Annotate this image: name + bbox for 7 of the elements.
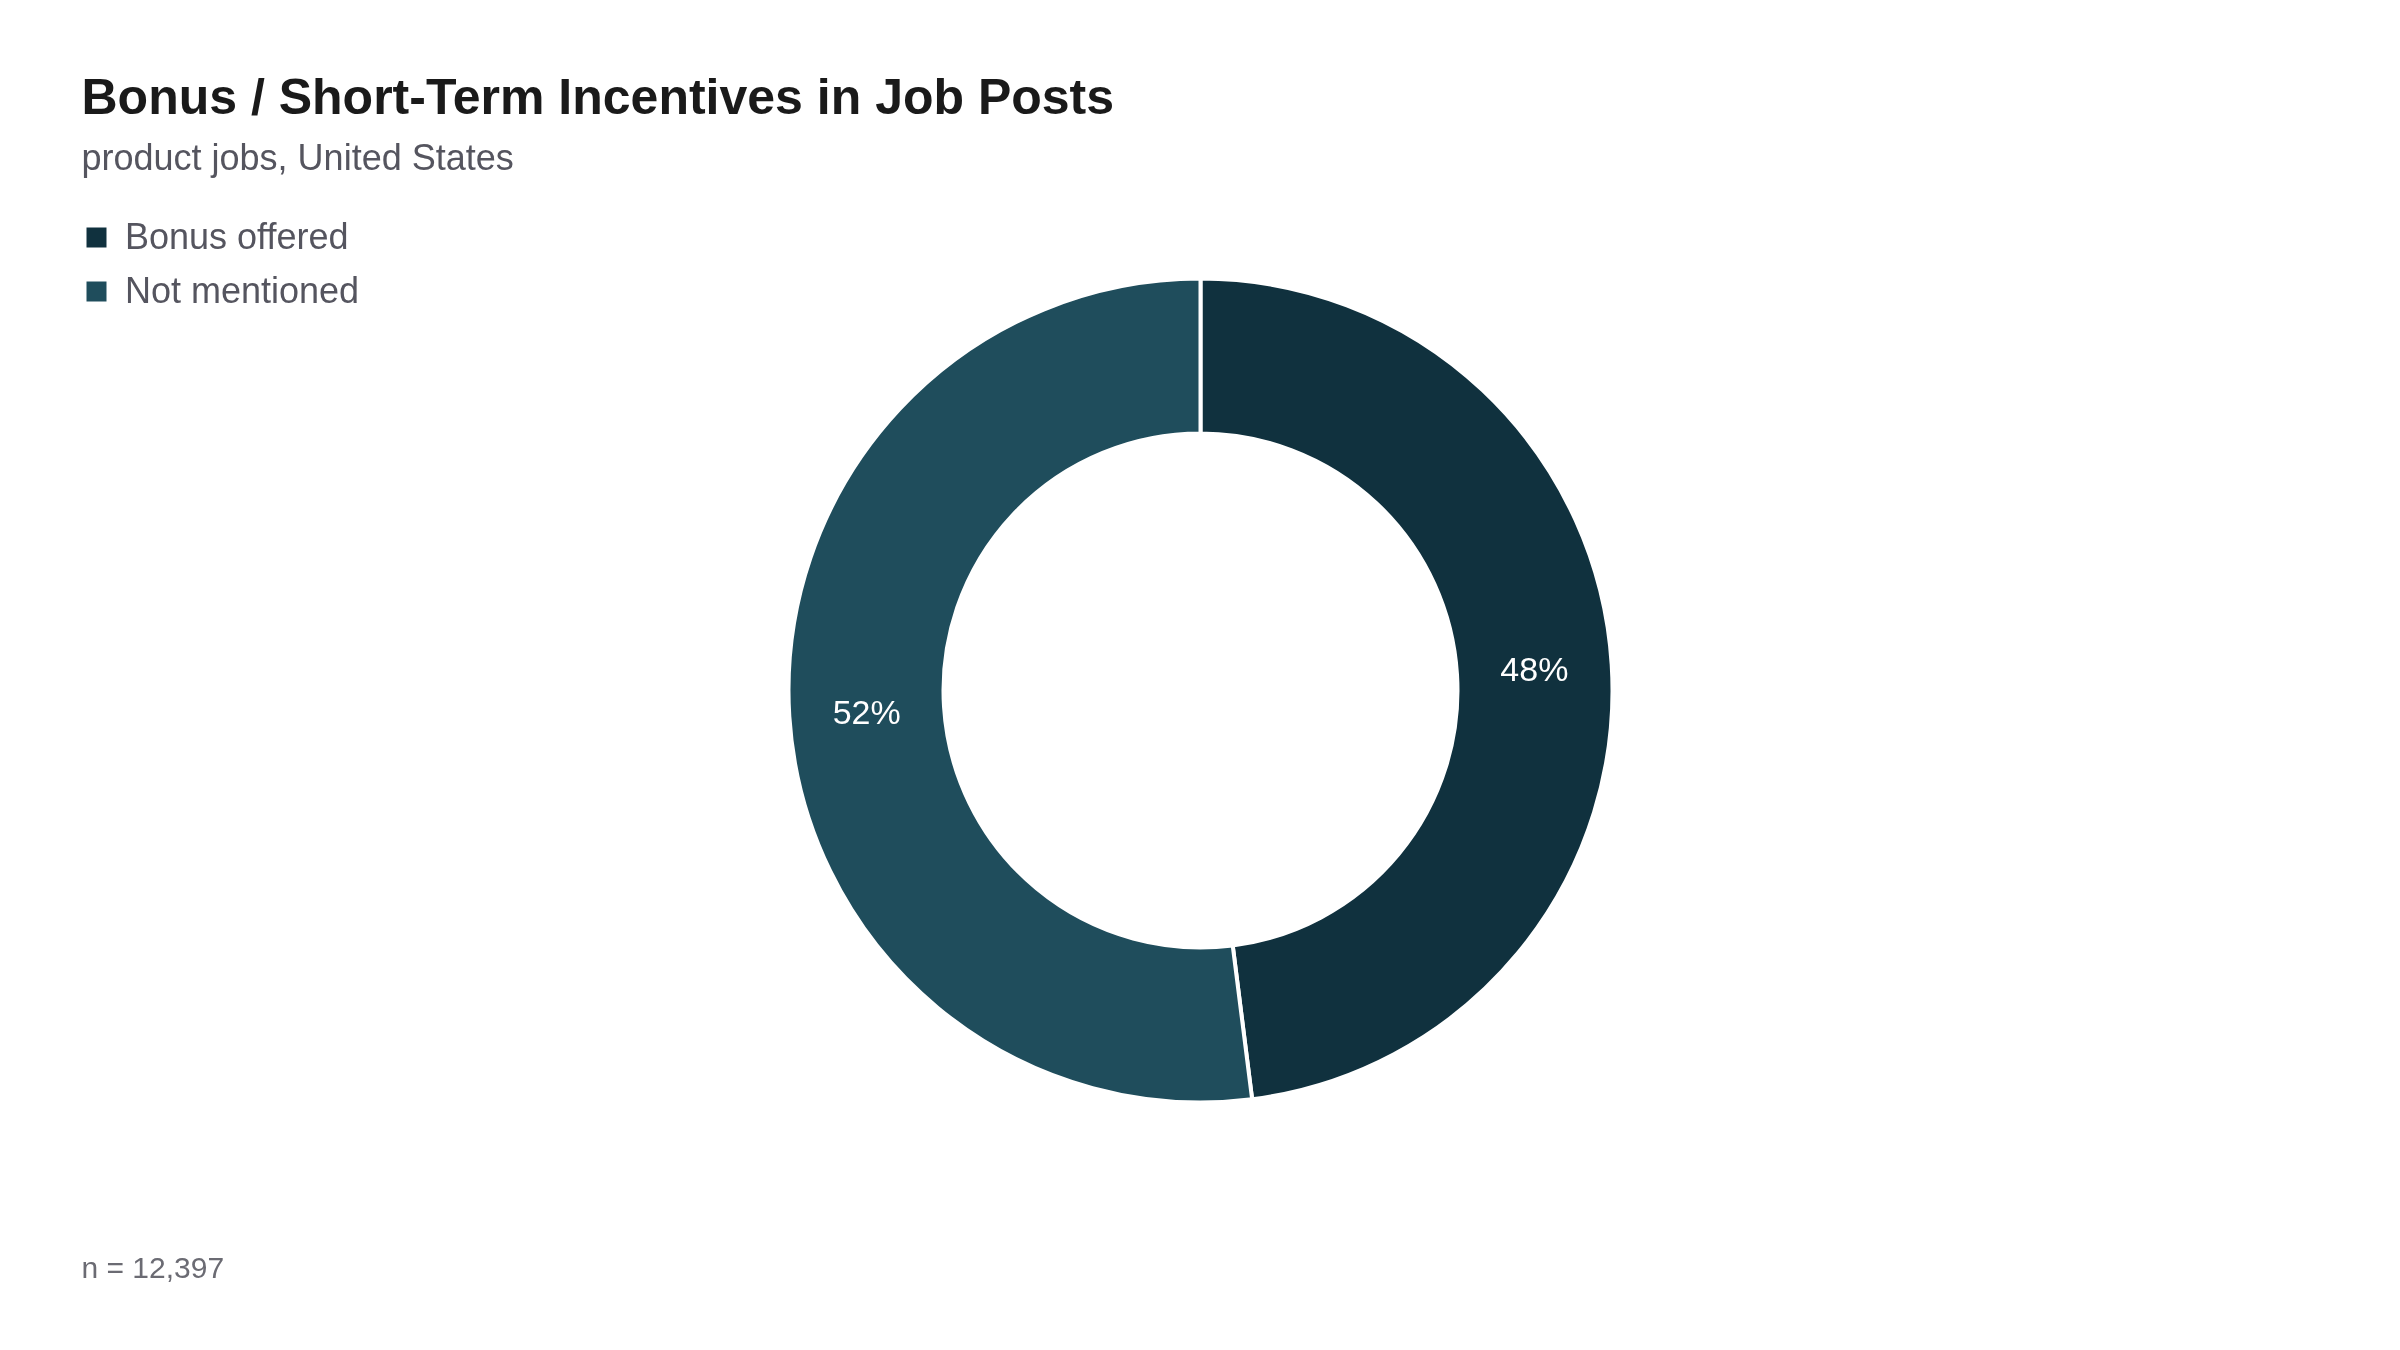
data-label: 52% — [832, 692, 901, 731]
data-label: 48% — [1500, 650, 1569, 689]
legend-label: Bonus offered — [125, 216, 349, 258]
legend-label: Not mentioned — [125, 270, 360, 312]
text: n = 12,397 — [81, 1251, 225, 1284]
chart-title: Bonus / Short-Term Incentives in Job Posts — [81, 68, 1115, 125]
chart-subtitle: product jobs, United States — [81, 137, 514, 178]
